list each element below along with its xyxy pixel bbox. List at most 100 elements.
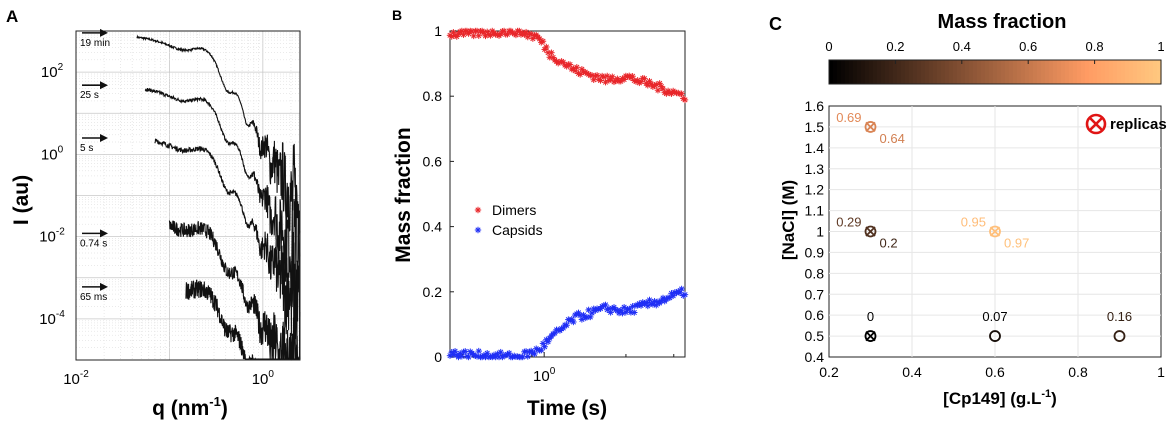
colorbar-swatch (961, 60, 966, 84)
colorbar-swatch (881, 60, 886, 84)
panel-a-curves (136, 34, 301, 361)
x-tick-label: 1 (1157, 364, 1165, 380)
data-point-capsids (570, 318, 577, 326)
data-label: 0.97 (1004, 236, 1029, 251)
data-point: 0 (864, 309, 877, 342)
colorbar-swatch (981, 60, 986, 84)
colorbar-swatch (1025, 60, 1030, 84)
panel-b-letter: B (392, 7, 402, 23)
data-point: 0.95 0.97 (961, 215, 1030, 251)
colorbar-swatch (1085, 60, 1090, 84)
y-tick-label: 0.8 (805, 265, 825, 281)
y-tick-label: 0.8 (423, 88, 443, 104)
colorbar-swatch (865, 60, 870, 84)
data-marker (864, 330, 877, 342)
colorbar-tick-label: 1 (1157, 39, 1164, 54)
colorbar-swatch (949, 60, 954, 84)
panel-b-tick-labels: 0 0.2 0.4 0.6 0.8 1 100 (423, 23, 556, 385)
replicas-circle-icon (1085, 113, 1107, 135)
colorbar-swatch (1153, 60, 1158, 84)
panel-c-letter: C (769, 14, 782, 34)
colorbar-swatch (889, 60, 894, 84)
colorbar-swatch (1101, 60, 1106, 84)
y-tick-label: 1.3 (805, 161, 825, 177)
data-point-dimers (560, 58, 567, 66)
colorbar-swatch (829, 60, 834, 84)
replica-cross (865, 330, 876, 342)
y-tick-label: 100 (41, 144, 64, 163)
colorbar-swatch (1037, 60, 1042, 84)
replica-cross (865, 121, 876, 133)
colorbar-swatch (1133, 60, 1138, 84)
panel-c: C Mass fraction 0 0.2 0.4 0.6 0.8 1 0.2 0.4 0.6… (769, 11, 1167, 408)
colorbar-swatch (1089, 60, 1094, 84)
data-point-dimers (678, 90, 685, 97)
panel-a-frame (75, 30, 301, 361)
data-point-dimers (576, 71, 584, 78)
x-tick-label: 100 (533, 366, 556, 385)
series-label-25-s: 25 s (80, 90, 99, 101)
colorbar-swatch (1117, 60, 1122, 84)
colorbar-swatch (1145, 60, 1150, 84)
colorbar-swatch (909, 60, 914, 84)
x-tick-label: 100 (252, 369, 275, 388)
colorbar-swatch (1013, 60, 1018, 84)
data-point-capsids (483, 350, 491, 357)
colorbar-swatch (885, 60, 890, 84)
panel-a-tick-labels: 10-2 100 102 100 10-2 10-4 (39, 62, 274, 388)
panel-c-ylabel: [NaCl] (M) (779, 180, 798, 260)
colorbar-swatch (1137, 60, 1142, 84)
data-point-capsids (563, 322, 570, 329)
y-tick-label: 0.4 (805, 349, 825, 365)
data-point-dimers (681, 96, 689, 104)
arrow-head-icon (100, 81, 108, 90)
data-point-dimers (573, 64, 580, 71)
panel-b-points (446, 27, 689, 361)
data-point-capsids (519, 353, 526, 361)
panel-c-tick-labels: 0.2 0.4 0.6 0.8 10.40.50.60.70.80.911.11.21.… (805, 98, 1166, 380)
colorbar-swatch (1021, 60, 1026, 84)
colorbar-swatch (1121, 60, 1126, 84)
colorbar-swatch (985, 60, 990, 84)
colorbar-swatch (921, 60, 926, 84)
data-label: 0.64 (880, 131, 905, 146)
colorbar-swatch (1033, 60, 1038, 84)
panel-a-letter: A (6, 7, 18, 26)
colorbar-swatch (833, 60, 838, 84)
data-point-dimers (470, 32, 477, 40)
y-tick-label: 1.4 (805, 140, 825, 156)
y-tick-label: 0.5 (805, 328, 825, 344)
colorbar: 0 0.2 0.4 0.6 0.8 1 (825, 39, 1165, 85)
legend-marker-dimers (474, 206, 482, 214)
y-tick-label: 10-4 (39, 309, 65, 328)
colorbar-swatch (837, 60, 842, 84)
colorbar-swatch (941, 60, 946, 84)
y-tick-label: 0.2 (423, 284, 443, 300)
colorbar-swatch (1009, 60, 1014, 84)
colorbar-swatch (925, 60, 930, 84)
replicas-legend-label: replicas (1110, 116, 1167, 133)
colorbar-swatch (849, 60, 854, 84)
data-label: 0.95 (961, 215, 986, 230)
arrow-head-icon (100, 134, 108, 143)
colorbar-swatch (1141, 60, 1146, 84)
data-point-dimers (543, 43, 550, 51)
colorbar-swatch (1057, 60, 1062, 84)
data-point-capsids (681, 291, 689, 298)
data-label: 0.29 (836, 215, 861, 230)
colorbar-tick-label: 0.4 (953, 39, 971, 54)
colorbar-swatch (929, 60, 934, 84)
colorbar-swatch (1005, 60, 1010, 84)
data-point-capsids (475, 347, 482, 355)
colorbar-swatch (897, 60, 902, 84)
colorbar-swatch (901, 60, 906, 84)
colorbar-swatch (1061, 60, 1066, 84)
panel-a-series-labels: 19 min 25 s 5 s 0.74 s 65 ms (80, 28, 110, 303)
colorbar-frame (828, 59, 1162, 85)
colorbar-swatch (1053, 60, 1058, 84)
x-tick-label: 0.6 (985, 364, 1005, 380)
colorbar-swatch (989, 60, 994, 84)
y-tick-label: 0.4 (423, 219, 443, 235)
colorbar-swatch (933, 60, 938, 84)
colorbar-tick-label: 0.6 (1019, 39, 1037, 54)
